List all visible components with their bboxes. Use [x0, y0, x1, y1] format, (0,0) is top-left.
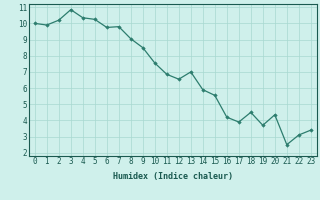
X-axis label: Humidex (Indice chaleur): Humidex (Indice chaleur) — [113, 172, 233, 181]
